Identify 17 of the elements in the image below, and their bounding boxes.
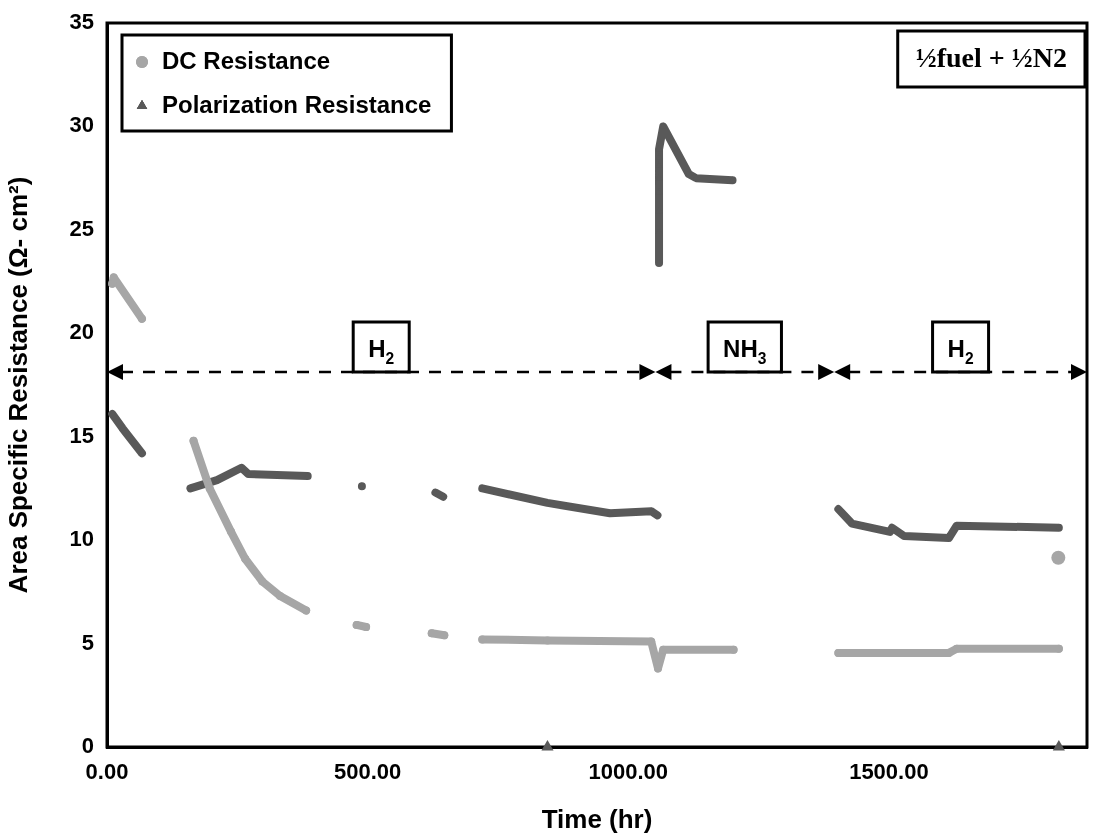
legend-label: DC Resistance — [162, 46, 331, 74]
x-tick-label: 500.00 — [333, 759, 402, 785]
y-tick-label: 15 — [69, 422, 94, 448]
y-tick-label: 5 — [81, 629, 94, 655]
x-axis-title: Time (hr) — [541, 803, 653, 834]
y-tick-label: 20 — [69, 319, 94, 345]
y-tick-label: 25 — [69, 215, 94, 241]
y-tick-label: 10 — [69, 526, 94, 552]
x-tick-label: 0.00 — [85, 759, 129, 785]
y-tick-label: 35 — [69, 9, 94, 35]
y-axis-title: Area Specific Resistance (Ω- cm²) — [2, 176, 33, 594]
legend-label: Polarization Resistance — [162, 90, 432, 118]
annotation: ½fuel + ½N2 — [915, 42, 1067, 74]
x-tick-label: 1000.00 — [588, 759, 669, 785]
y-tick-label: 30 — [69, 112, 94, 138]
x-tick-label: 1500.00 — [849, 759, 929, 785]
y-tick-label: 0 — [81, 733, 94, 759]
